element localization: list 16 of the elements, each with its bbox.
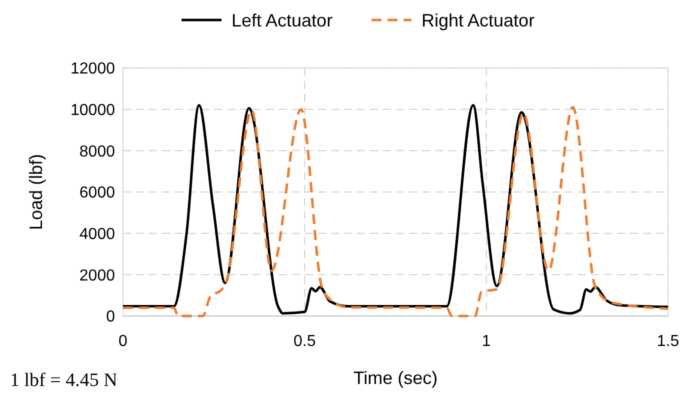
y-tick-label: 4000 xyxy=(79,226,116,243)
y-tick-label: 10000 xyxy=(70,102,116,119)
y-tick-label: 0 xyxy=(106,308,116,326)
y-tick-label: 6000 xyxy=(79,184,116,202)
legend-label: Left Actuator xyxy=(232,10,333,30)
y-tick-label: 12000 xyxy=(70,60,116,78)
x-tick-label: 1 xyxy=(482,333,491,350)
legend-label: Right Actuator xyxy=(422,10,535,30)
x-axis-title: Time (sec) xyxy=(353,368,438,388)
x-tick-label: 1.5 xyxy=(656,333,680,350)
text: 1 lbf = 4.45 N xyxy=(10,370,118,391)
y-axis-title: Load (lbf) xyxy=(26,154,46,230)
x-tick-label: 0 xyxy=(118,333,128,350)
y-tick-label: 2000 xyxy=(79,267,116,284)
y-tick-label: 8000 xyxy=(79,143,116,160)
x-tick-label: 0.5 xyxy=(294,333,316,350)
